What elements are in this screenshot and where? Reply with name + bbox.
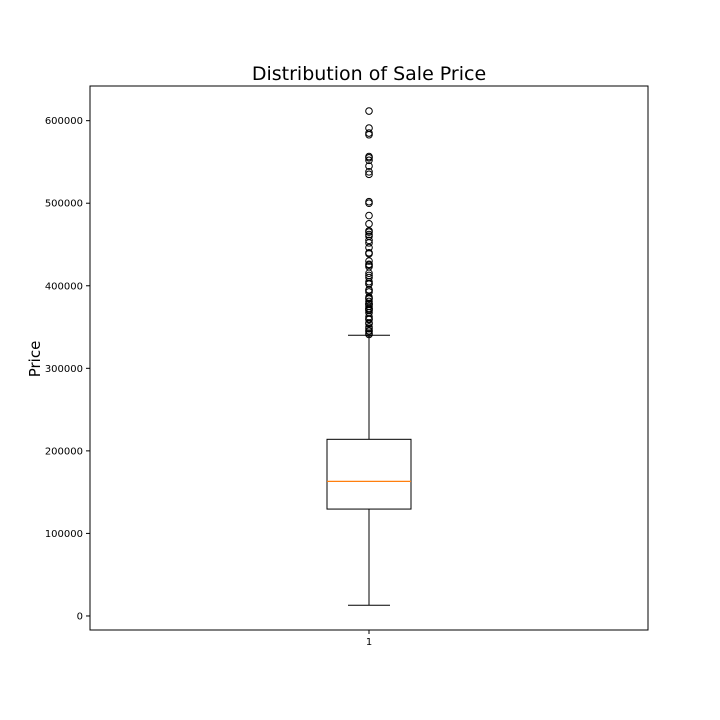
outlier-point bbox=[365, 107, 373, 115]
y-tick-label: 300000 bbox=[45, 364, 83, 375]
y-tick-label: 0 bbox=[77, 611, 83, 622]
outlier-point bbox=[365, 199, 373, 208]
outlier-point bbox=[365, 130, 373, 139]
outlier-point bbox=[365, 154, 373, 162]
outlier-point bbox=[365, 197, 373, 206]
chart-title: Distribution of Sale Price bbox=[252, 63, 486, 85]
outlier-point bbox=[365, 170, 373, 179]
outlier-point bbox=[365, 162, 373, 170]
y-axis-label: Price bbox=[26, 341, 44, 378]
outlier-point bbox=[365, 156, 373, 165]
outlier-point bbox=[365, 228, 373, 236]
y-tick-label: 100000 bbox=[45, 529, 83, 540]
outlier-point bbox=[365, 220, 373, 228]
y-tick-label: 400000 bbox=[45, 281, 83, 292]
outlier-point bbox=[365, 211, 373, 220]
outlier-point bbox=[365, 295, 373, 303]
outlier-point bbox=[365, 280, 373, 288]
x-tick-label: 1 bbox=[366, 637, 372, 648]
outlier-point bbox=[365, 249, 373, 258]
outlier-point bbox=[365, 257, 373, 265]
outlier-point bbox=[365, 315, 373, 324]
iqr-box bbox=[326, 438, 412, 510]
y-tick-label: 600000 bbox=[45, 116, 83, 127]
y-tick-label: 500000 bbox=[45, 199, 83, 210]
outlier-point bbox=[365, 236, 373, 245]
outlier-point bbox=[365, 327, 373, 335]
chart-marks: 0 100000 200000 300000 400000 500000 600000 1 bbox=[45, 107, 412, 648]
y-tick-label: 200000 bbox=[45, 446, 83, 457]
outlier-point bbox=[365, 324, 373, 333]
outlier-point bbox=[365, 168, 373, 176]
outlier-point bbox=[365, 269, 373, 277]
outlier-point bbox=[365, 239, 373, 247]
outlier-point bbox=[365, 330, 373, 339]
